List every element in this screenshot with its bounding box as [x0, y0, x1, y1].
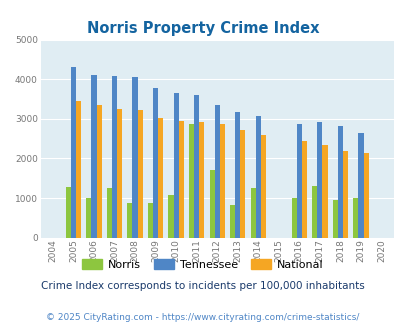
Text: © 2025 CityRating.com - https://www.cityrating.com/crime-statistics/: © 2025 CityRating.com - https://www.city… [46, 313, 359, 322]
Bar [260, 135, 265, 238]
Bar [296, 124, 301, 238]
Bar [127, 203, 132, 238]
Bar [291, 198, 296, 238]
Bar [173, 93, 178, 238]
Bar [342, 151, 347, 238]
Bar [311, 186, 317, 238]
Bar [117, 109, 122, 238]
Bar [66, 187, 71, 238]
Bar [86, 198, 91, 238]
Bar [91, 75, 96, 238]
Bar [168, 195, 173, 238]
Bar [147, 203, 153, 238]
Bar [112, 77, 117, 238]
Bar [301, 141, 306, 238]
Bar [71, 67, 76, 238]
Bar [132, 77, 137, 238]
Bar [209, 170, 214, 238]
Bar [358, 133, 362, 238]
Text: Crime Index corresponds to incidents per 100,000 inhabitants: Crime Index corresponds to incidents per… [41, 281, 364, 291]
Bar [352, 198, 358, 238]
Bar [107, 188, 112, 238]
Bar [76, 101, 81, 238]
Bar [234, 112, 240, 238]
Bar [137, 111, 143, 238]
Bar [194, 95, 199, 238]
Bar [255, 116, 260, 238]
Bar [240, 130, 245, 238]
Bar [362, 153, 368, 238]
Bar [214, 105, 219, 238]
Bar [199, 121, 204, 238]
Bar [317, 121, 322, 238]
Bar [153, 88, 158, 238]
Bar [230, 205, 234, 238]
Bar [322, 145, 327, 238]
Bar [178, 121, 183, 238]
Text: Norris Property Crime Index: Norris Property Crime Index [87, 21, 318, 36]
Bar [337, 125, 342, 238]
Bar [158, 117, 163, 238]
Legend: Norris, Tennessee, National: Norris, Tennessee, National [78, 255, 327, 274]
Bar [96, 105, 101, 238]
Bar [188, 123, 194, 238]
Bar [219, 124, 224, 238]
Bar [332, 200, 337, 238]
Bar [250, 188, 255, 238]
